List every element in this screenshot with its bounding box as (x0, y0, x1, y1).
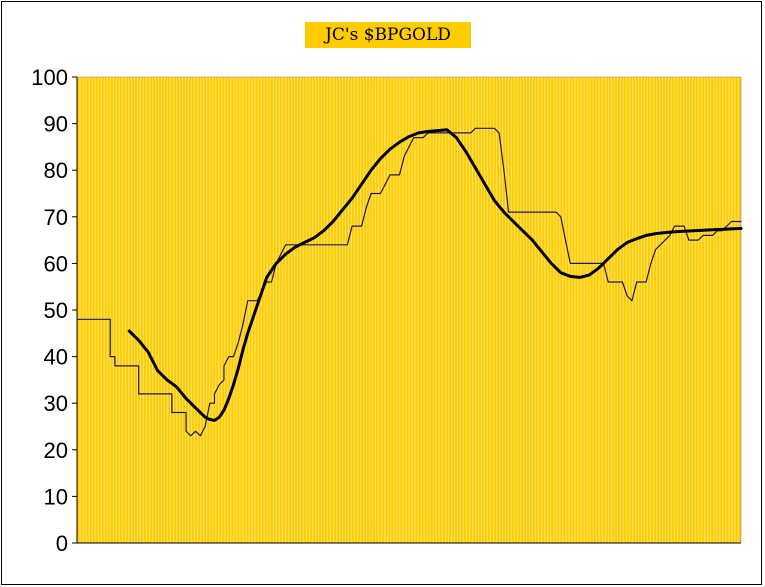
y-tick-labels: 0 10 20 30 40 50 60 70 80 90 100 (31, 65, 68, 556)
y-tick-label: 90 (44, 112, 68, 137)
y-tick-label: 80 (44, 158, 68, 183)
y-tick-label: 10 (44, 484, 68, 509)
series-lines (76, 127, 743, 437)
y-tick-label: 30 (44, 391, 68, 416)
y-tick-label: 40 (44, 345, 68, 370)
axes (72, 76, 742, 544)
y-tick-label: 70 (44, 205, 68, 230)
y-tick-label: 100 (31, 65, 68, 90)
y-tick-label: 20 (44, 438, 68, 463)
smoothed-line (127, 128, 743, 422)
vertical-grid (79, 77, 739, 543)
raw-line (76, 127, 742, 437)
y-tick-label: 50 (44, 298, 68, 323)
chart-title: JC's $BPGOLD (305, 22, 471, 48)
y-tick-label: 0 (56, 531, 68, 556)
y-tick-label: 60 (44, 251, 68, 276)
